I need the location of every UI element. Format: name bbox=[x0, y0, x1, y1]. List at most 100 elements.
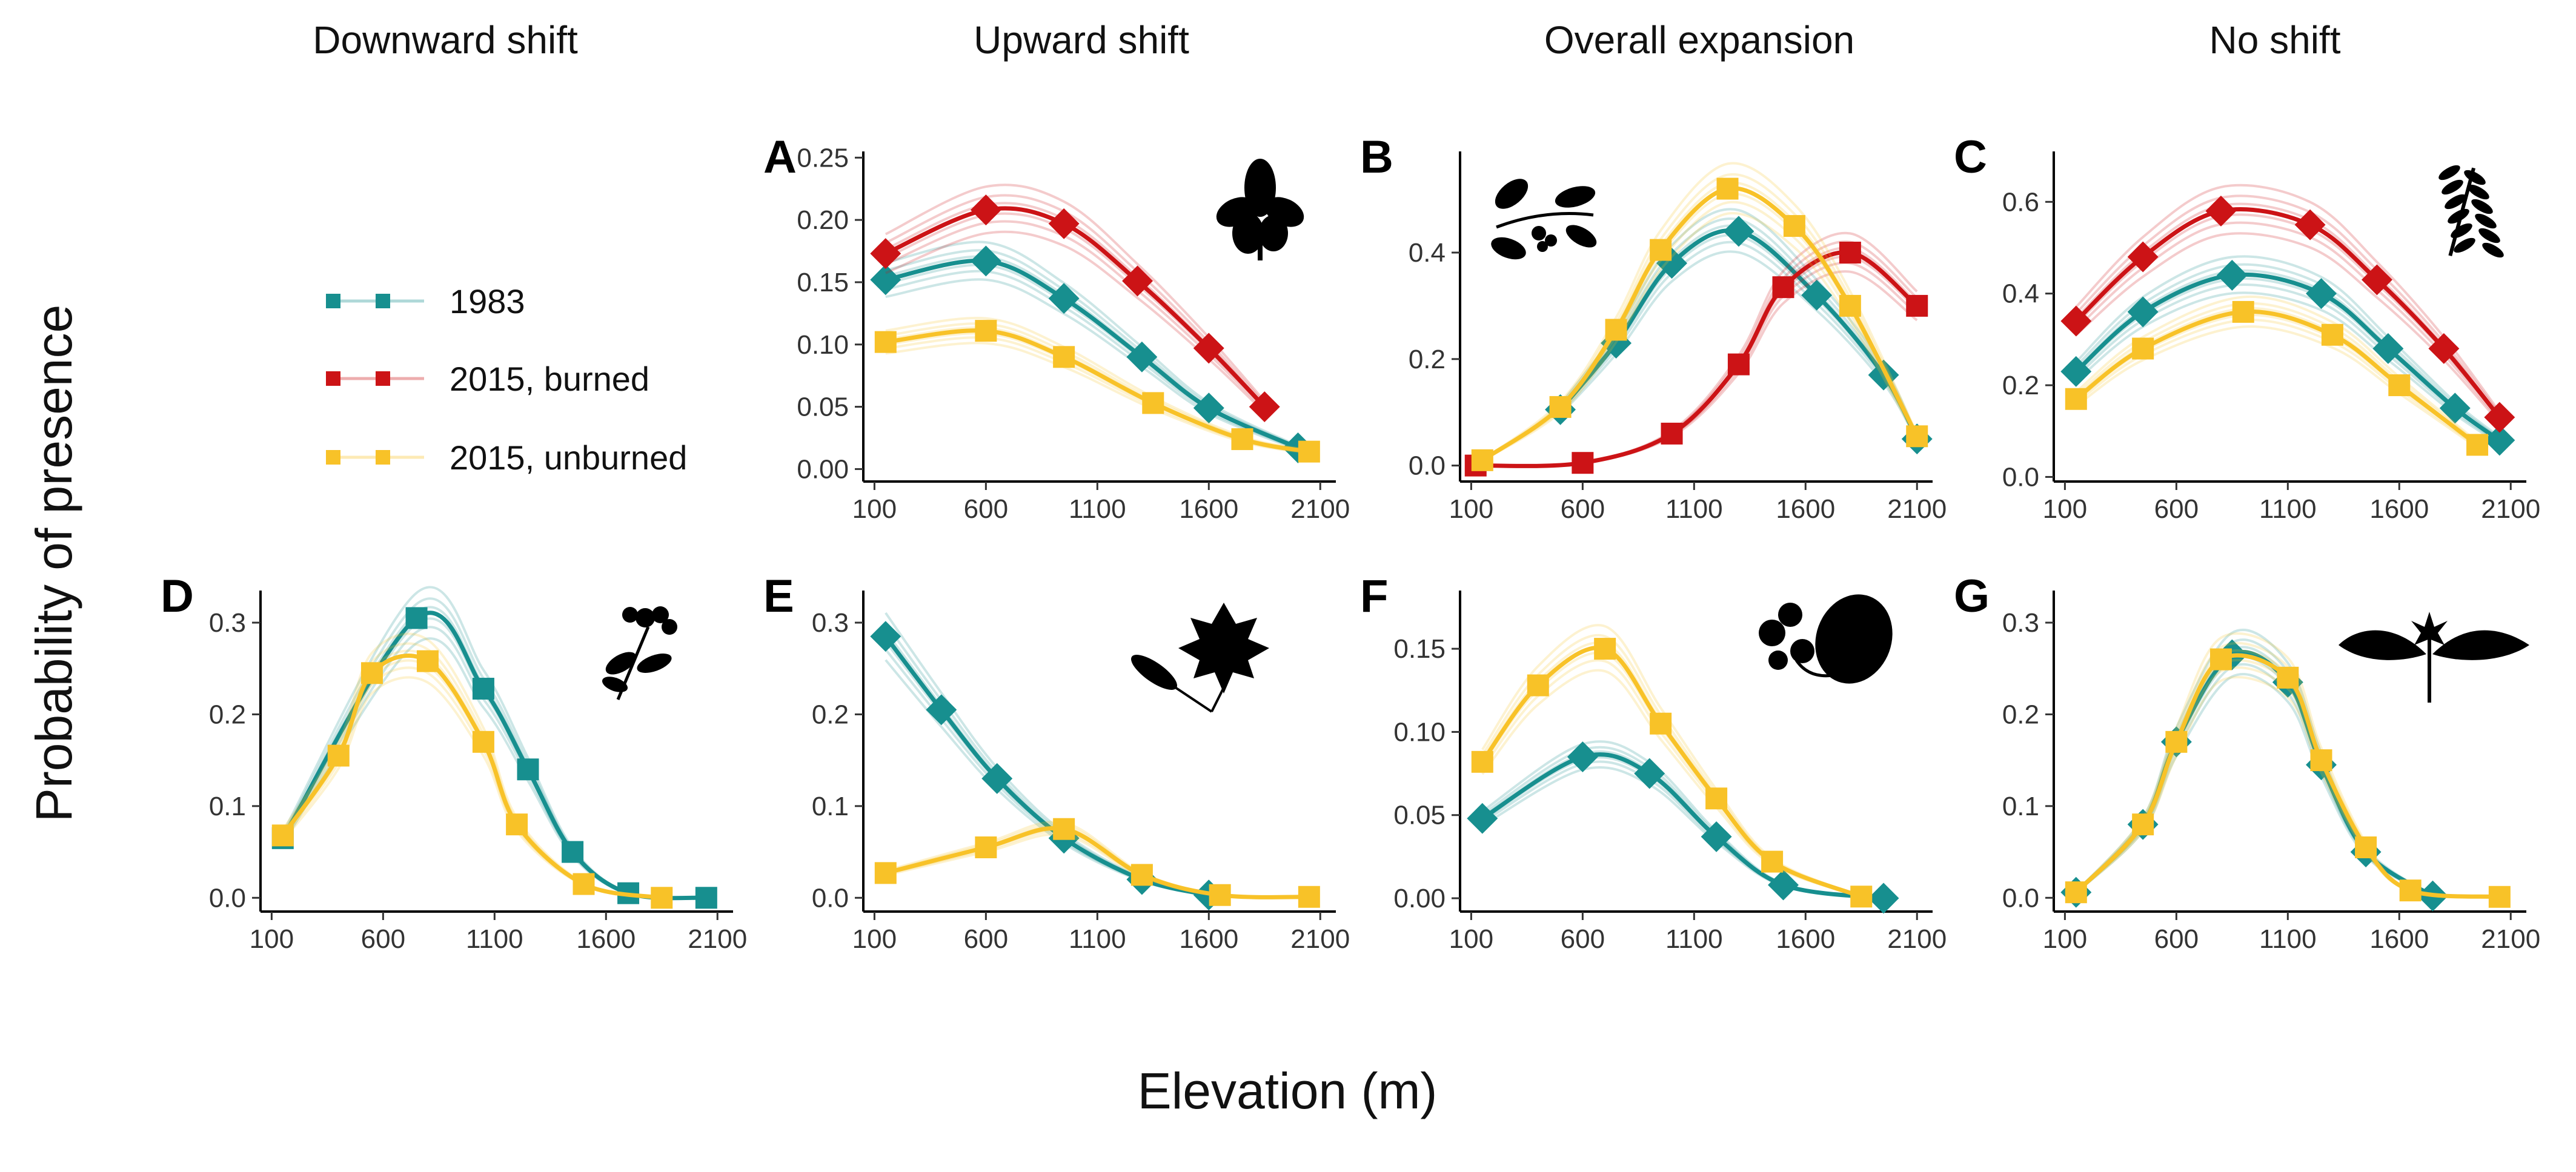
column-title-expansion: Overall expansion bbox=[1544, 18, 1854, 62]
data-point-e-2015-unburned bbox=[874, 862, 897, 884]
panel-b: B 100 600 1100 1600 2100 0.0 0.2 0.4 bbox=[1360, 131, 1947, 524]
data-point-d-2015-unburned bbox=[360, 662, 383, 684]
data-point-b-2015-burned bbox=[1727, 353, 1750, 376]
y-tick-label-c: 0.6 bbox=[2002, 187, 2039, 217]
x-tick-label-d: 100 bbox=[250, 924, 294, 954]
data-point-b-2015-unburned bbox=[1716, 177, 1739, 200]
series-line-a-1983 bbox=[885, 258, 1299, 450]
data-point-f-1983 bbox=[1567, 741, 1598, 773]
lily-silhouette-icon bbox=[2339, 612, 2529, 703]
x-tick-label-a: 100 bbox=[852, 494, 897, 524]
maple-leaf-silhouette-icon bbox=[1131, 603, 1269, 713]
y-tick-label-a: 0.05 bbox=[797, 392, 849, 422]
y-tick-label-f: 0.15 bbox=[1393, 634, 1446, 664]
ensemble-line-g-1983 bbox=[2075, 638, 2434, 897]
flower-leaf-silhouette-icon bbox=[1759, 594, 1893, 684]
x-tick-label-d: 600 bbox=[361, 924, 405, 954]
data-point-d-2015-unburned bbox=[506, 813, 528, 836]
y-tick-label-d: 0.0 bbox=[209, 883, 246, 913]
y-tick-label-a: 0.25 bbox=[797, 143, 849, 173]
y-tick-label-c: 0.2 bbox=[2002, 371, 2039, 400]
panel-letter-f: F bbox=[1360, 571, 1388, 622]
ensemble-line-f-1983 bbox=[1481, 740, 1884, 899]
ensemble-line-g-1983 bbox=[2075, 646, 2434, 897]
series-line-g-1983 bbox=[2074, 650, 2434, 898]
y-tick-label-e: 0.0 bbox=[812, 883, 849, 913]
ensemble-line-e-1983 bbox=[885, 622, 1209, 896]
data-point-g-2015-unburned bbox=[2277, 666, 2299, 689]
ensemble-line-f-1983 bbox=[1481, 746, 1884, 899]
x-tick-label-a: 600 bbox=[964, 494, 1008, 524]
data-point-e-2015-unburned bbox=[1209, 884, 1231, 906]
data-point-a-1983 bbox=[970, 245, 1001, 277]
x-tick-label-g: 2100 bbox=[2481, 924, 2540, 954]
data-point-a-2015-unburned bbox=[975, 320, 997, 342]
y-tick-label-c: 0.4 bbox=[2002, 279, 2039, 309]
x-tick-label-b: 600 bbox=[1561, 494, 1605, 524]
data-point-d-1983 bbox=[472, 678, 494, 700]
y-tick-label-d: 0.3 bbox=[209, 608, 246, 638]
data-point-c-1983 bbox=[2306, 278, 2337, 310]
data-point-a-2015-unburned bbox=[1053, 346, 1075, 368]
panel-letter-a: A bbox=[763, 131, 797, 183]
panel-letter-b: B bbox=[1360, 131, 1393, 183]
y-tick-label-a: 0.20 bbox=[797, 205, 849, 235]
ensemble-line-d-2015-unburned bbox=[282, 659, 662, 899]
y-tick-label-a: 0.00 bbox=[797, 454, 849, 484]
data-point-b-2015-burned bbox=[1906, 294, 1928, 317]
ensemble-line-e-1983 bbox=[885, 612, 1209, 896]
x-tick-label-b: 1600 bbox=[1776, 494, 1835, 524]
x-tick-label-d: 1100 bbox=[466, 924, 523, 954]
panel-letter-d: D bbox=[161, 571, 194, 622]
ensemble-line-f-2015-unburned bbox=[1481, 624, 1862, 898]
ensemble-line-a-1983 bbox=[885, 270, 1299, 451]
data-point-e-1983 bbox=[981, 763, 1013, 794]
data-point-b-2015-unburned bbox=[1605, 319, 1627, 341]
data-point-a-1983 bbox=[870, 264, 901, 296]
data-point-d-2015-unburned bbox=[327, 744, 350, 767]
data-point-f-2015-unburned bbox=[1650, 712, 1672, 735]
y-tick-label-a: 0.10 bbox=[797, 330, 849, 360]
data-point-d-1983 bbox=[562, 841, 584, 863]
ensemble-line-b-2015-burned bbox=[1475, 231, 1918, 468]
series-line-e-2015-unburned bbox=[885, 826, 1309, 899]
ensemble-line-f-1983 bbox=[1481, 760, 1884, 899]
data-point-b-2015-unburned bbox=[1471, 449, 1493, 471]
panel-e: E 100 600 1100 1600 2100 0.0 0.1 0.2 0.3 bbox=[763, 571, 1350, 954]
data-point-c-2015-unburned bbox=[2232, 300, 2254, 323]
y-tick-label-g: 0.2 bbox=[2002, 700, 2039, 729]
legend: 1983 2015, burned 2015, unburned bbox=[326, 282, 687, 477]
x-tick-label-a: 2100 bbox=[1290, 494, 1350, 524]
data-point-f-2015-unburned bbox=[1471, 750, 1493, 773]
data-point-g-2015-unburned bbox=[2399, 879, 2422, 902]
panel-d: D 100 600 1100 1600 2100 0.0 0.1 0.2 0.3 bbox=[161, 571, 747, 954]
x-tick-label-e: 1100 bbox=[1069, 924, 1126, 954]
data-point-c-2015-burned bbox=[2362, 264, 2392, 296]
data-point-a-1983 bbox=[1126, 341, 1158, 372]
data-point-a-1983 bbox=[1193, 392, 1224, 424]
x-tick-label-f: 1600 bbox=[1776, 924, 1835, 954]
panel-letter-e: E bbox=[763, 571, 794, 622]
data-point-f-2015-unburned bbox=[1527, 674, 1549, 697]
data-point-b-2015-burned bbox=[1839, 242, 1861, 264]
data-point-c-2015-unburned bbox=[2132, 337, 2154, 360]
y-tick-label-f: 0.00 bbox=[1393, 884, 1446, 913]
data-point-c-1983 bbox=[2060, 356, 2092, 387]
ensemble-line-d-2015-unburned bbox=[282, 666, 662, 899]
panels: A 100 600 1100 1600 2100 0.00 0.05 0.10 0.15 0.20 0… bbox=[161, 131, 2540, 954]
y-tick-label-g: 0.1 bbox=[2002, 792, 2039, 821]
data-point-a-2015-unburned bbox=[1298, 440, 1320, 463]
panel-letter-g: G bbox=[1954, 571, 1990, 622]
data-point-g-2015-unburned bbox=[2355, 836, 2377, 858]
data-point-d-1983 bbox=[695, 887, 717, 909]
data-point-d-2015-unburned bbox=[651, 887, 673, 909]
x-tick-label-a: 1600 bbox=[1179, 494, 1238, 524]
y-axis-title: Probability of presence bbox=[25, 305, 82, 822]
series-line-b-2015-burned bbox=[1475, 250, 1919, 468]
data-point-b-2015-unburned bbox=[1783, 215, 1805, 237]
data-point-b-2015-burned bbox=[1772, 276, 1794, 299]
data-point-c-2015-unburned bbox=[2466, 434, 2489, 456]
data-point-f-1983 bbox=[1467, 803, 1498, 834]
x-tick-label-e: 1600 bbox=[1179, 924, 1238, 954]
x-tick-label-f: 100 bbox=[1449, 924, 1493, 954]
